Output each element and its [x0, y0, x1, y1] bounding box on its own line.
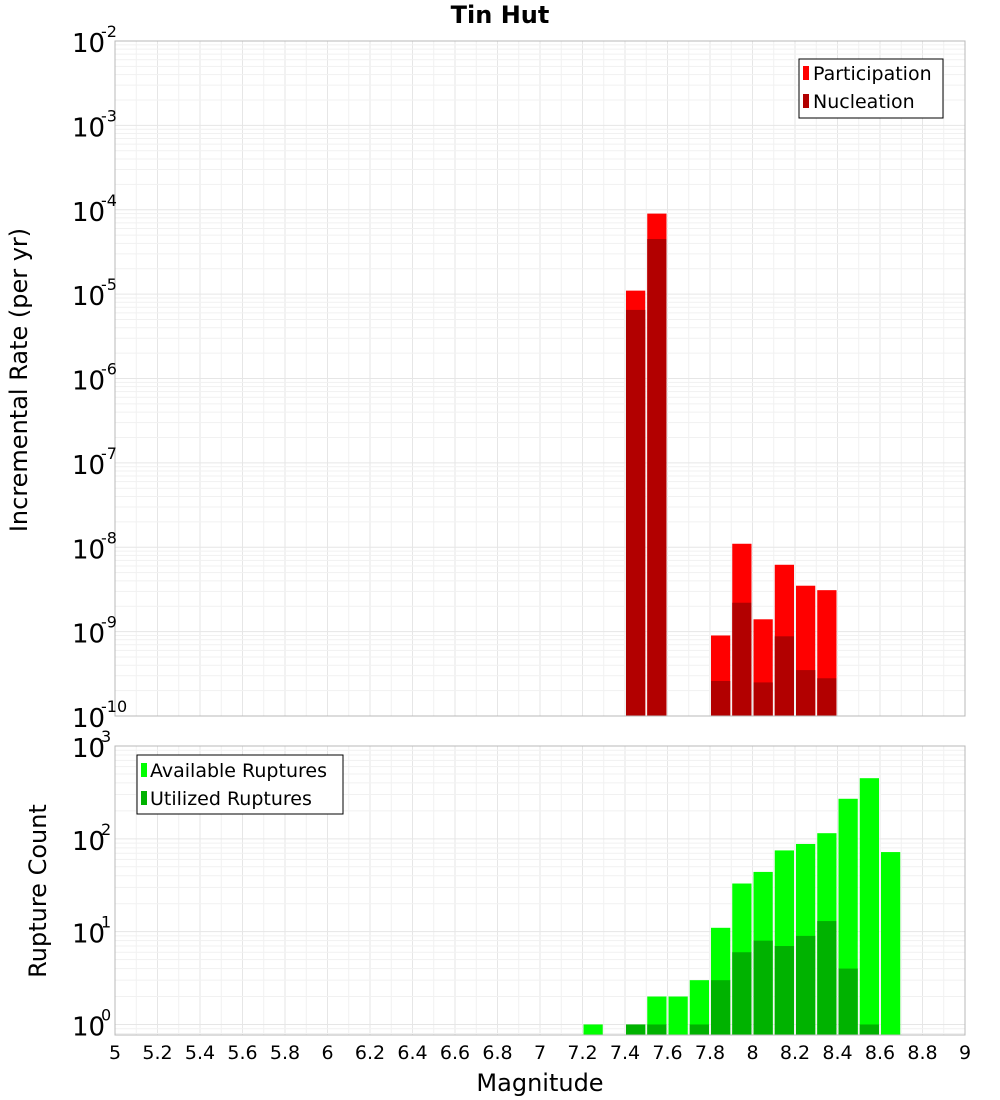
- utilized-ruptures-bar: [774, 946, 794, 1035]
- bottom-y-tick-label: 10: [72, 1012, 105, 1042]
- x-tick-label: 6.4: [397, 1042, 427, 1064]
- top-y-tick-label: 10: [72, 535, 105, 565]
- x-tick-label: 5.2: [142, 1042, 172, 1064]
- bottom-plot-bars: [583, 778, 901, 1035]
- x-tick-labels: 5 5.2 5.4 5.6 5.8 6 6.2 6.4 6.6 6.8 7 7.2 7.4 7.6 7.8 8…: [109, 1042, 971, 1064]
- top-legend-box: [798, 58, 944, 119]
- top-y-tick-label: 10: [72, 704, 105, 734]
- legend-label-nucleation: Nucleation: [813, 91, 915, 113]
- x-axis-label: Magnitude: [476, 1069, 603, 1097]
- nucleation-bar: [796, 670, 816, 716]
- available-ruptures-bar: [668, 996, 688, 1035]
- utilized-ruptures-bar: [817, 921, 837, 1035]
- bottom-legend-box: [136, 754, 344, 815]
- x-tick-label: 8: [746, 1042, 758, 1064]
- top-y-tick-label: 10: [72, 113, 105, 143]
- x-tick-label: 5.8: [270, 1042, 300, 1064]
- legend-swatch-participation: [803, 66, 809, 80]
- x-tick-label: 8.6: [865, 1042, 895, 1064]
- legend-label-participation: Participation: [813, 63, 932, 85]
- x-tick-label: 7.8: [695, 1042, 725, 1064]
- top-y-tick-label-exponent: -6: [101, 360, 117, 379]
- top-legend: Participation Nucleation: [798, 58, 944, 119]
- x-tick-label: 5: [109, 1042, 121, 1064]
- bottom-y-tick-label-exponent: 1: [101, 913, 111, 932]
- top-y-tick-label-exponent: -4: [101, 191, 117, 210]
- bottom-y-tick-label: 10: [72, 920, 105, 950]
- legend-label-available: Available Ruptures: [150, 760, 327, 782]
- top-y-tick-label-exponent: -5: [101, 275, 117, 294]
- x-tick-label: 5.4: [185, 1042, 215, 1064]
- nucleation-bar: [711, 680, 731, 716]
- x-tick-label: 8.4: [822, 1042, 852, 1064]
- top-y-tick-label: 10: [72, 451, 105, 481]
- legend-swatch-utilized: [141, 791, 147, 805]
- nucleation-bar: [626, 309, 646, 716]
- nucleation-bar: [817, 678, 837, 716]
- nucleation-bar: [774, 636, 794, 716]
- x-tick-label: 6.2: [355, 1042, 385, 1064]
- bottom-y-tick-label-exponent: 0: [101, 1005, 111, 1024]
- top-y-tick-label-exponent: -9: [101, 613, 117, 632]
- nucleation-bar: [732, 602, 752, 716]
- legend-label-utilized: Utilized Ruptures: [150, 788, 312, 810]
- utilized-ruptures-bar: [796, 935, 816, 1035]
- available-ruptures-bar: [859, 778, 879, 1035]
- utilized-ruptures-bar: [838, 968, 858, 1035]
- available-ruptures-bar: [583, 1024, 603, 1035]
- bottom-plot-frame: [114, 745, 966, 1036]
- bottom-y-tick-label-exponent: 3: [101, 727, 111, 746]
- top-y-tick-label-exponent: -7: [101, 444, 117, 463]
- utilized-ruptures-bar: [647, 1024, 667, 1035]
- top-y-axis-label: Incremental Rate (per yr): [5, 228, 33, 532]
- bottom-y-axis-label: Rupture Count: [24, 804, 52, 978]
- top-y-tick-label: 10: [72, 198, 105, 228]
- top-plot-frame: [114, 40, 966, 717]
- utilized-ruptures-bar: [711, 980, 731, 1035]
- top-y-tick-label: 10: [72, 367, 105, 397]
- available-ruptures-bar: [881, 852, 901, 1035]
- utilized-ruptures-bar: [626, 1024, 646, 1035]
- bottom-legend: Available Ruptures Utilized Ruptures: [136, 754, 344, 815]
- x-tick-label: 7: [534, 1042, 546, 1064]
- x-tick-label: 9: [959, 1042, 971, 1064]
- nucleation-bar: [753, 682, 773, 716]
- x-tick-label: 5.6: [227, 1042, 257, 1064]
- bottom-y-tick-label: 10: [72, 734, 105, 764]
- bottom-y-tick-label: 10: [72, 827, 105, 857]
- x-tick-label: 8.2: [780, 1042, 810, 1064]
- chart-title: Tin Hut: [451, 1, 550, 29]
- bottom-y-tick-label-exponent: 2: [101, 820, 111, 839]
- x-tick-label: 7.2: [567, 1042, 597, 1064]
- utilized-ruptures-bar: [859, 1024, 879, 1035]
- top-y-tick-label-exponent: -3: [101, 106, 117, 125]
- available-ruptures-bar: [689, 980, 709, 1035]
- legend-swatch-nucleation: [803, 94, 809, 108]
- top-plot-bars: [626, 213, 837, 717]
- top-y-tick-label: 10: [72, 29, 105, 59]
- nucleation-bar: [647, 239, 667, 716]
- utilized-ruptures-bar: [753, 940, 773, 1035]
- utilized-ruptures-bar: [689, 1024, 709, 1035]
- top-y-tick-label-exponent: -10: [101, 697, 127, 716]
- top-y-tick-label-exponent: -2: [101, 22, 117, 41]
- utilized-ruptures-bar: [732, 952, 752, 1035]
- top-plot-grid: [114, 40, 966, 717]
- x-tick-label: 6: [321, 1042, 333, 1064]
- x-tick-label: 6.6: [440, 1042, 470, 1064]
- x-tick-label: 6.8: [482, 1042, 512, 1064]
- top-y-tick-label: 10: [72, 620, 105, 650]
- x-tick-label: 8.8: [907, 1042, 937, 1064]
- x-tick-label: 7.4: [610, 1042, 640, 1064]
- x-tick-label: 7.6: [652, 1042, 682, 1064]
- legend-swatch-available: [141, 763, 147, 777]
- top-y-tick-label: 10: [72, 282, 105, 312]
- top-y-tick-label-exponent: -8: [101, 528, 117, 547]
